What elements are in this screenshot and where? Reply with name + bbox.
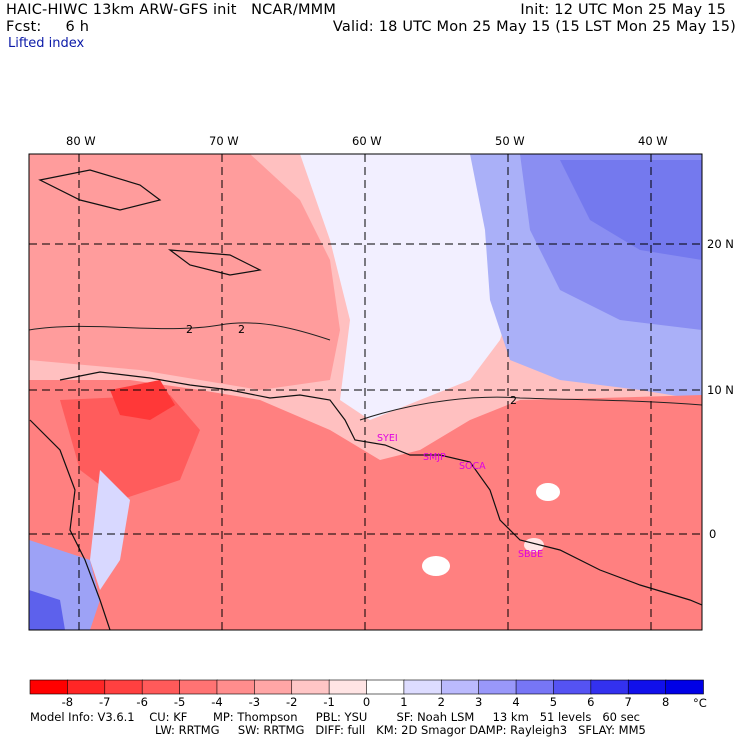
- model-title: HAIC-HIWC 13km ARW-GFS init NCAR/MMM: [6, 2, 337, 18]
- station-label: SOCA: [459, 461, 486, 472]
- colorbar-tick-label: -8: [62, 695, 73, 709]
- contour-label: 2: [510, 394, 517, 407]
- lat-label: 10 N: [707, 383, 734, 397]
- colorbar-tick-label: -3: [249, 695, 260, 709]
- lon-label: 40 W: [638, 134, 668, 148]
- colorbar-swatch: [366, 679, 405, 695]
- init-time: Init: 12 UTC Mon 25 May 15: [520, 2, 726, 18]
- colorbar-swatch: [179, 679, 218, 695]
- colorbar-swatch: [440, 679, 480, 695]
- lon-label: 60 W: [352, 134, 382, 148]
- colorbar-swatch: [67, 679, 106, 695]
- colorbar-swatch: [590, 679, 630, 695]
- colorbar-tick-label: 6: [587, 695, 594, 709]
- colorbar-unit: °C: [693, 696, 707, 710]
- colorbar-tick-label: -7: [99, 695, 110, 709]
- colorbar-tick-label: -1: [323, 695, 334, 709]
- lat-label: 0: [709, 527, 716, 541]
- colorbar-swatch: [328, 679, 368, 695]
- lifted-index-field: [29, 154, 702, 630]
- model-info-line1: Model Info: V3.6.1 CU: KF MP: Thompson P…: [30, 710, 641, 724]
- colorbar-swatch: [553, 679, 592, 695]
- colorbar-swatch: [291, 679, 330, 695]
- colorbar: -8 -7 -6 -5 -4 -3 -2 -1 0 1 2 3 4 5 6 7 8: [29, 679, 704, 709]
- map-frame: [28, 153, 703, 631]
- contour-label: 2: [238, 323, 245, 336]
- lat-label: 20 N: [707, 237, 734, 251]
- model-info-line2: LW: RRTMG SW: RRTMG DIFF: full KM: 2D Sm…: [155, 723, 646, 737]
- colorbar-swatch: [216, 679, 256, 695]
- station-label: SBBE: [518, 549, 543, 560]
- lon-label: 80 W: [66, 134, 96, 148]
- colorbar-swatch: [665, 679, 704, 695]
- colorbar-swatch: [478, 679, 517, 695]
- colorbar-tick-label: 3: [475, 695, 482, 709]
- colorbar-swatch: [254, 679, 293, 695]
- colorbar-tick-label: 8: [662, 695, 669, 709]
- colorbar-tick-label: -5: [174, 695, 185, 709]
- colorbar-swatch: [515, 679, 555, 695]
- colorbar-swatch: [403, 679, 443, 695]
- forecast-hour: Fcst: 6 h: [6, 19, 90, 35]
- colorbar-tick-label: 1: [400, 695, 407, 709]
- colorbar-swatch: [104, 679, 143, 695]
- colorbar-swatch: [29, 679, 69, 695]
- colorbar-tick-label: 0: [363, 695, 370, 709]
- colorbar-swatch: [627, 679, 667, 695]
- lon-label: 70 W: [209, 134, 239, 148]
- field-name: Lifted index: [8, 36, 85, 51]
- station-label: SMJP: [423, 452, 446, 463]
- colorbar-tick-label: -6: [136, 695, 147, 709]
- lat-lon-grid: [29, 154, 702, 630]
- lon-label: 50 W: [495, 134, 525, 148]
- colorbar-tick-label: 5: [550, 695, 557, 709]
- colorbar-tick-label: 7: [625, 695, 632, 709]
- colorbar-tick-label: 2: [438, 695, 445, 709]
- valid-time: Valid: 18 UTC Mon 25 May 15 (15 LST Mon …: [332, 19, 736, 35]
- colorbar-tick-label: -4: [211, 695, 222, 709]
- colorbar-tick-label: -2: [286, 695, 297, 709]
- colorbar-swatch: [141, 679, 181, 695]
- colorbar-tick-label: 4: [512, 695, 519, 709]
- contour-label: 2: [186, 323, 193, 336]
- station-label: SYEI: [377, 433, 398, 444]
